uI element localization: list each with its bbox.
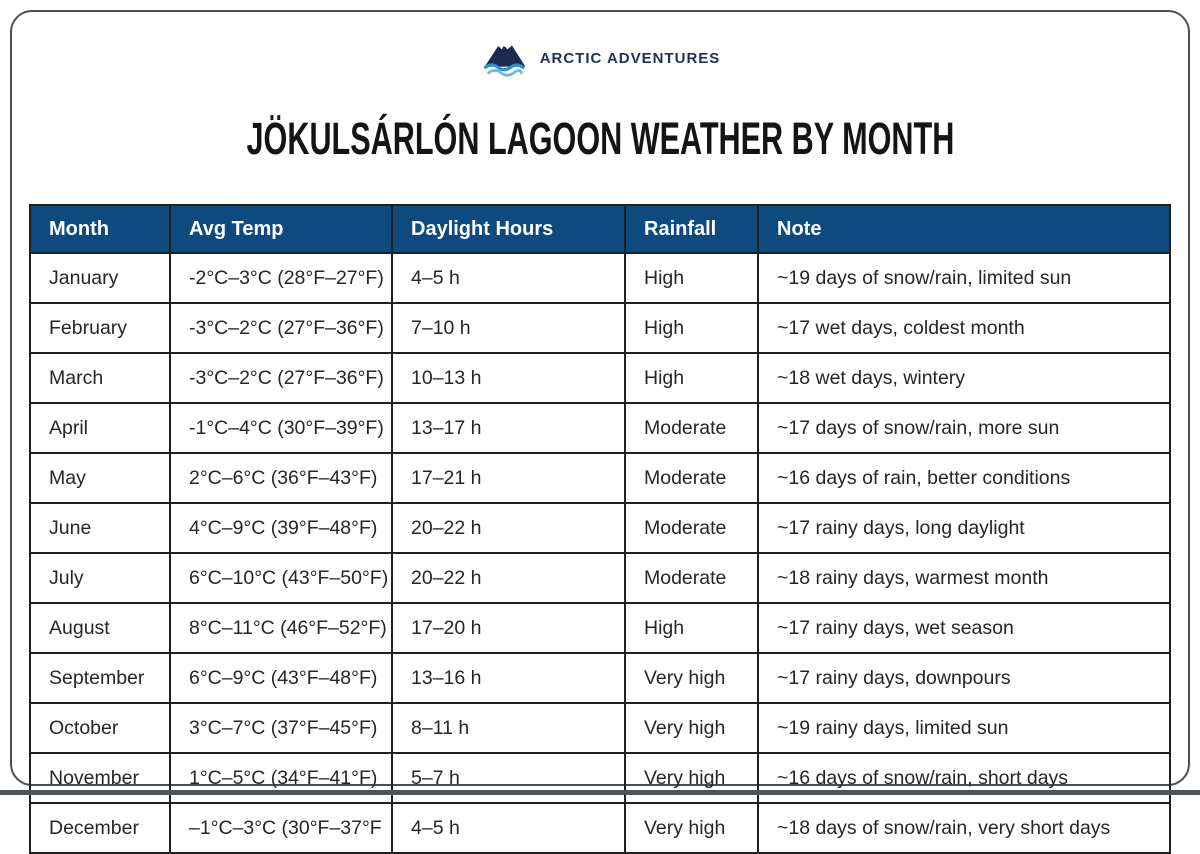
cell-daylight-hours: 4–5 h [391,802,626,854]
table-row: July 6°C–10°C (43°F–50°F) 20–22 h Moderate ~… [29,552,1171,605]
cell-daylight-hours: 20–22 h [391,502,626,555]
column-header-note: Note [757,204,1171,255]
cell-month: July [29,552,171,605]
cell-avg-temp: -3°C–2°C (27°F–36°F) [169,352,393,405]
cell-avg-temp: 1°C–5°C (34°F–41°F) [169,752,393,805]
cell-month: May [29,452,171,505]
table-row: May 2°C–6°C (36°F–43°F) 17–21 h Moderate ~16… [29,452,1171,505]
cell-rainfall: High [624,252,759,305]
cell-month: February [29,302,171,355]
cell-month: October [29,702,171,755]
cell-avg-temp: -2°C–3°C (28°F–27°F) [169,252,393,305]
cell-avg-temp: 2°C–6°C (36°F–43°F) [169,452,393,505]
cell-rainfall: High [624,602,759,655]
cell-rainfall: Moderate [624,552,759,605]
cell-month: November [29,752,171,805]
table-row: April -1°C–4°C (30°F–39°F) 13–17 h Moderate… [29,402,1171,455]
cell-note: ~17 rainy days, long daylight [757,502,1171,555]
table-row: January -2°C–3°C (28°F–27°F) 4–5 h High ~19 … [29,252,1171,305]
cell-note: ~17 wet days, coldest month [757,302,1171,355]
cell-avg-temp: 4°C–9°C (39°F–48°F) [169,502,393,555]
cell-daylight-hours: 5–7 h [391,752,626,805]
cell-month: April [29,402,171,455]
cell-note: ~17 days of snow/rain, more sun [757,402,1171,455]
cell-note: ~19 days of snow/rain, limited sun [757,252,1171,305]
column-header-month: Month [29,204,171,255]
cell-avg-temp: 6°C–9°C (43°F–48°F) [169,652,393,705]
cell-rainfall: Very high [624,802,759,854]
cell-note: ~17 rainy days, wet season [757,602,1171,655]
column-header-avg-temp: Avg Temp [169,204,393,255]
bottom-edge-bar [0,790,1200,795]
table-row: June 4°C–9°C (39°F–48°F) 20–22 h Moderate ~1… [29,502,1171,555]
cell-daylight-hours: 13–17 h [391,402,626,455]
cell-note: ~17 rainy days, downpours [757,652,1171,705]
table-body: January -2°C–3°C (28°F–27°F) 4–5 h High ~19 … [29,252,1171,854]
cell-month: January [29,252,171,305]
cell-month: March [29,352,171,405]
cell-avg-temp: –1°C–3°C (30°F–37°F [169,802,393,854]
table-row: December –1°C–3°C (30°F–37°F 4–5 h Very hig… [29,802,1171,854]
table-row: September 6°C–9°C (43°F–48°F) 13–16 h Very … [29,652,1171,705]
table-row: November 1°C–5°C (34°F–41°F) 5–7 h Very hig… [29,752,1171,805]
cell-daylight-hours: 17–21 h [391,452,626,505]
weather-table: Month Avg Temp Daylight Hours Rainfall Note … [29,204,1171,854]
page-title: JÖKULSÁRLÓN LAGOON WEATHER BY MONTH [246,113,954,165]
cell-daylight-hours: 4–5 h [391,252,626,305]
table-row: August 8°C–11°C (46°F–52°F) 17–20 h High ~17… [29,602,1171,655]
brand-name: ARCTIC ADVENTURES [539,49,721,67]
cell-rainfall: Moderate [624,502,759,555]
cell-month: August [29,602,171,655]
cell-rainfall: High [624,352,759,405]
cell-rainfall: High [624,302,759,355]
cell-daylight-hours: 20–22 h [391,552,626,605]
cell-daylight-hours: 8–11 h [391,702,626,755]
cell-daylight-hours: 7–10 h [391,302,626,355]
cell-rainfall: Very high [624,702,759,755]
cell-daylight-hours: 13–16 h [391,652,626,705]
cell-month: June [29,502,171,555]
table-row: February -3°C–2°C (27°F–36°F) 7–10 h High ~1… [29,302,1171,355]
table-row: March -3°C–2°C (27°F–36°F) 10–13 h High ~18 … [29,352,1171,405]
cell-rainfall: Moderate [624,402,759,455]
cell-rainfall: Very high [624,752,759,805]
cell-note: ~16 days of snow/rain, short days [757,752,1171,805]
cell-avg-temp: 8°C–11°C (46°F–52°F) [169,602,393,655]
cell-note: ~16 days of rain, better conditions [757,452,1171,505]
cell-note: ~18 days of snow/rain, very short days [757,802,1171,854]
cell-avg-temp: -3°C–2°C (27°F–36°F) [169,302,393,355]
cell-avg-temp: 6°C–10°C (43°F–50°F) [169,552,393,605]
mountain-waves-icon [483,41,525,77]
cell-month: December [29,802,171,854]
cell-avg-temp: 3°C–7°C (37°F–45°F) [169,702,393,755]
cell-rainfall: Very high [624,652,759,705]
cell-rainfall: Moderate [624,452,759,505]
table-header-row: Month Avg Temp Daylight Hours Rainfall Note [29,204,1171,255]
cell-note: ~18 wet days, wintery [757,352,1171,405]
cell-avg-temp: -1°C–4°C (30°F–39°F) [169,402,393,455]
cell-month: September [29,652,171,705]
column-header-rainfall: Rainfall [624,204,759,255]
column-header-daylight-hours: Daylight Hours [391,204,626,255]
brand-logo: ARCTIC ADVENTURES [12,37,1188,79]
cell-daylight-hours: 17–20 h [391,602,626,655]
cell-note: ~18 rainy days, warmest month [757,552,1171,605]
table-row: October 3°C–7°C (37°F–45°F) 8–11 h Very hig… [29,702,1171,755]
cell-note: ~19 rainy days, limited sun [757,702,1171,755]
weather-card: ARCTIC ADVENTURES JÖKULSÁRLÓN LAGOON WEA… [10,10,1190,854]
cell-daylight-hours: 10–13 h [391,352,626,405]
